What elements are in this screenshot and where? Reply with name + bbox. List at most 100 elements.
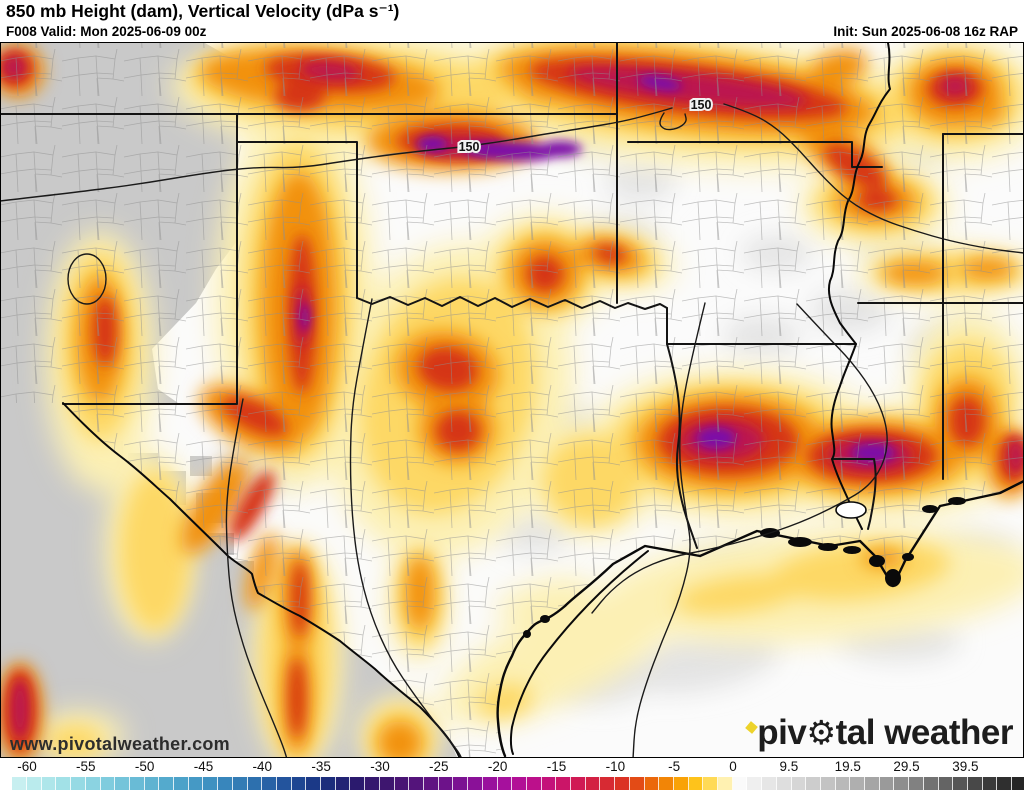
colorbar-cell — [791, 777, 807, 790]
colorbar-cell — [703, 777, 719, 790]
colorbar-cell — [232, 777, 248, 790]
colorbar-cell — [644, 777, 660, 790]
colorbar-cell — [159, 777, 175, 790]
colorbar-cell — [321, 777, 336, 790]
height-contours — [1, 103, 1023, 757]
colorbar-cell — [379, 777, 395, 790]
colorbar-cell — [482, 777, 498, 790]
colorbar-cell — [100, 777, 116, 790]
colorbar-cell — [968, 777, 983, 790]
colorbar-tick: -50 — [134, 759, 155, 774]
coastal-marsh — [523, 497, 966, 638]
model-init-time: Init: Sun 2025-06-08 16z RAP — [833, 24, 1018, 39]
colorbar-cell — [423, 777, 439, 790]
forecast-valid-time: F008 Valid: Mon 2025-06-09 00z — [6, 24, 207, 39]
map-title: 850 mb Height (dam), Vertical Velocity (… — [6, 1, 400, 21]
colorbar-cell — [174, 777, 189, 790]
colorbar-tick: -45 — [193, 759, 214, 774]
colorbar-cell — [85, 777, 101, 790]
colorbar-tick: -20 — [487, 759, 508, 774]
colorbar-tick: 29.5 — [893, 759, 920, 774]
colorbar-cell — [115, 777, 130, 790]
colorbar-tick: -25 — [429, 759, 449, 774]
colorbar-cell — [850, 777, 866, 790]
height-contour-labels: 150 150 — [457, 96, 714, 156]
colorbar-cell — [806, 777, 821, 790]
svg-text:150: 150 — [691, 98, 712, 112]
colorbar-cell — [820, 777, 836, 790]
colorbar-cell — [512, 777, 527, 790]
colorbar-cell — [659, 777, 674, 790]
colorbar-cell — [129, 777, 145, 790]
colorbar-cell — [56, 777, 72, 790]
colorbar-cell — [776, 777, 792, 790]
colorbar-cell — [953, 777, 968, 790]
colorbar-cell — [541, 777, 557, 790]
colorbar-cell — [497, 777, 513, 790]
colorbar-cell — [865, 777, 880, 790]
colorbar-cell — [600, 777, 616, 790]
map-canvas: 150 150 — [1, 43, 1023, 757]
colorbar-cell — [247, 777, 263, 790]
colorbar-cell — [718, 777, 733, 790]
colorbar-cell — [688, 777, 704, 790]
colorbar-cell — [365, 777, 380, 790]
colorbar-cell — [409, 777, 424, 790]
water-features — [62, 43, 1023, 757]
mississippi-river — [828, 43, 891, 530]
header: 850 mb Height (dam), Vertical Velocity (… — [0, 0, 1024, 42]
pivotal-weather-logo: piv⚙tal weather — [745, 713, 1014, 753]
colorbar-cell — [879, 777, 895, 790]
colorbar-cell — [438, 777, 454, 790]
colorbar-tick: 39.5 — [952, 759, 979, 774]
colorbar-cell — [203, 777, 219, 790]
colorbar-cell — [923, 777, 939, 790]
barrier-islands — [509, 550, 649, 755]
logo-text-post: tal weather — [835, 713, 1014, 752]
colorbar-cell — [468, 777, 483, 790]
colorbar-cell — [12, 777, 27, 790]
colorbar-cell — [291, 777, 307, 790]
weather-map: 150 150 www.pivotalweather.com piv⚙tal we… — [0, 42, 1024, 758]
colorbar-tick: -35 — [311, 759, 331, 774]
state-borders — [1, 43, 1023, 549]
colorbar-cell — [894, 777, 910, 790]
colorbar-tick: -15 — [546, 759, 567, 774]
logo-text-pre: piv — [757, 713, 807, 752]
colorbar-cell — [41, 777, 57, 790]
colorbar-cell — [909, 777, 924, 790]
colorbar-cell — [982, 777, 998, 790]
colorbar-cell — [188, 777, 204, 790]
watermark: www.pivotalweather.com — [10, 734, 230, 754]
colorbar-cell — [732, 777, 748, 790]
colorbar-tick: -55 — [76, 759, 96, 774]
colorbar-cell — [218, 777, 233, 790]
colorbar-tick: 0 — [729, 759, 737, 774]
colorbar-cell — [835, 777, 851, 790]
colorbar-cell — [615, 777, 630, 790]
colorbar-cell — [571, 777, 586, 790]
colorbar-tick: -60 — [17, 759, 37, 774]
colorbar-tick: -30 — [370, 759, 390, 774]
colorbar-tick: 19.5 — [834, 759, 861, 774]
colorbar-cell — [673, 777, 689, 790]
rio-grande-river — [62, 402, 461, 757]
colorbar-cell — [71, 777, 86, 790]
colorbar-cell — [997, 777, 1013, 790]
colorbar-cell — [585, 777, 601, 790]
colorbar-tick: -10 — [605, 759, 626, 774]
colorbar-cell — [335, 777, 351, 790]
colorbar-tick: -5 — [668, 759, 681, 774]
gulf-coastline — [496, 480, 1023, 757]
colorbar-cell — [762, 777, 777, 790]
gear-icon: ⚙ — [806, 715, 836, 752]
colorbar-cell — [747, 777, 763, 790]
colorbar-cell — [262, 777, 277, 790]
colorbar-cell — [1012, 777, 1024, 790]
colorbar-cell — [453, 777, 469, 790]
colorbar-cell — [306, 777, 322, 790]
colorbar-cell — [350, 777, 366, 790]
colorbar-tick: 9.5 — [779, 759, 799, 774]
lake-pontchartrain — [835, 501, 867, 519]
colorbar-cell — [394, 777, 410, 790]
